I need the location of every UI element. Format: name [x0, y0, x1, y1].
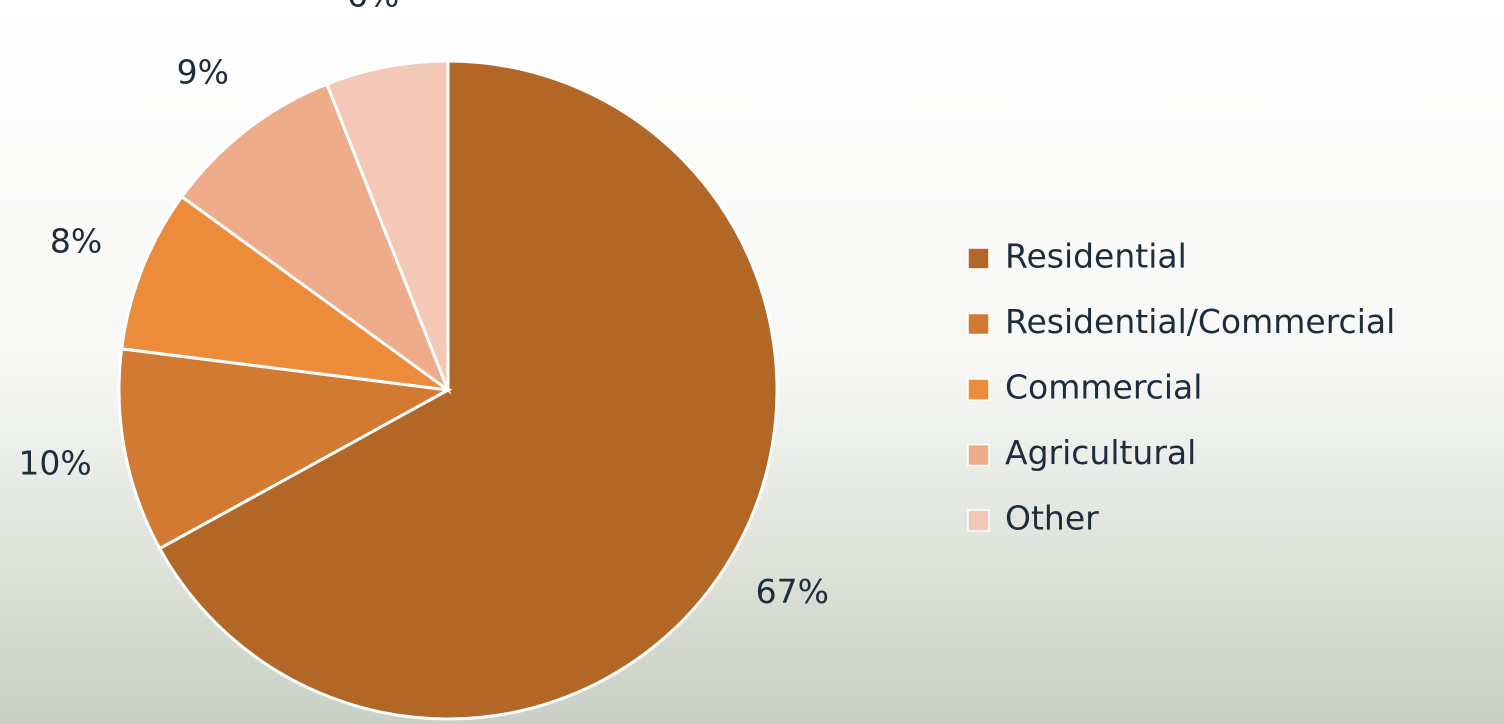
legend-label: Agricultural [1005, 433, 1196, 472]
slice-label: 10% [18, 443, 91, 482]
legend-label: Other [1005, 499, 1099, 538]
slice-label: 6% [347, 0, 399, 15]
pie-slice [119, 194, 449, 392]
legend-swatch [967, 247, 990, 270]
pie-slice [117, 347, 453, 551]
legend-swatch [967, 443, 990, 467]
slice-label: 67% [756, 572, 829, 611]
legend-label: Commercial [1005, 368, 1202, 407]
slice-label: 9% [177, 52, 229, 91]
legend-label: Residential/Commercial [1005, 302, 1395, 341]
legend-swatch [967, 509, 990, 532]
pie-slice [324, 59, 450, 391]
pie-slice [179, 82, 452, 395]
legend-swatch [967, 378, 990, 401]
legend-swatch [967, 312, 990, 336]
slice-label: 8% [50, 221, 102, 260]
legend-label: Residential [1005, 237, 1187, 276]
pie-slice [157, 59, 779, 721]
